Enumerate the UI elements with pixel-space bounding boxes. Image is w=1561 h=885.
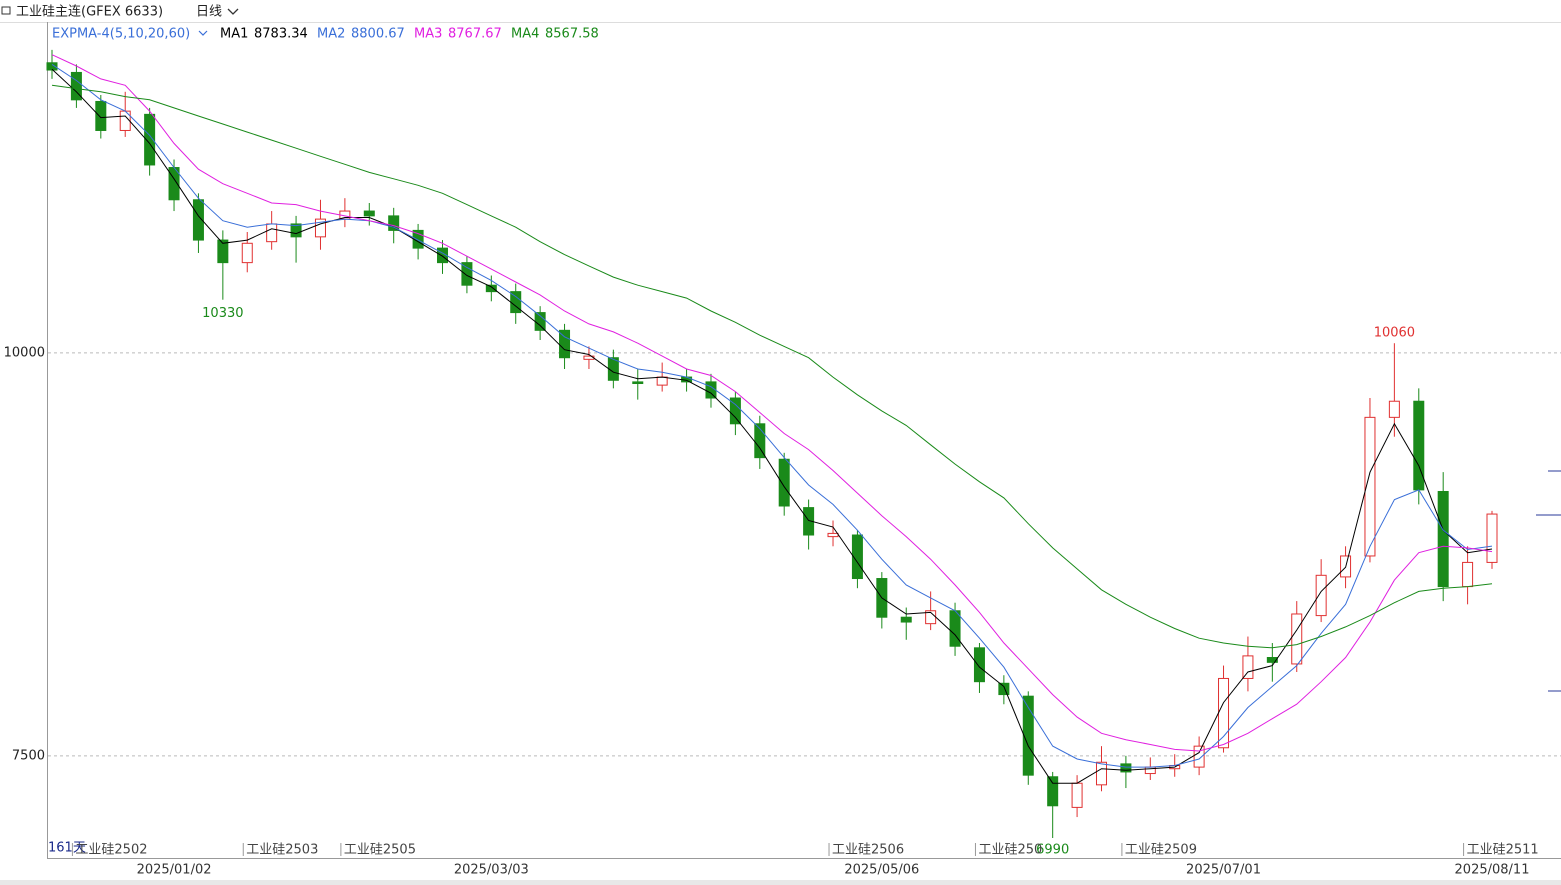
candle-body [851,534,863,580]
candle-body [1462,561,1474,588]
ma-line [51,63,1493,768]
legend-value: 8767.67 [448,27,502,42]
candle-body [70,71,82,101]
candle-body [998,682,1010,696]
x-tick-label: 2025/01/02 [137,863,212,878]
indicator-chevron[interactable] [198,30,208,36]
ma-line [51,84,1493,649]
candle-body [1047,776,1059,807]
candle-body [656,376,668,386]
price-annotation: 10330 [202,306,243,321]
candle-body [632,381,644,385]
candle-body [290,223,302,238]
candle-body [900,616,912,623]
window-icon [1,6,11,15]
contract-label: 工业硅250 [978,843,1042,858]
legend-name: MA1 [220,27,248,42]
candle-body [1315,574,1327,617]
candle-body [729,397,741,425]
candle-body [1193,745,1205,768]
x-tick-label: 2025/05/06 [844,863,919,878]
candle-body [437,247,449,264]
period-selector[interactable]: 日线 [196,5,222,20]
y-tick-label: 10000 [4,345,45,360]
legend-value: 8800.67 [351,27,405,42]
candle-body [1364,416,1376,557]
status-strip [0,880,1561,885]
legend-name: MA3 [414,27,442,42]
x-tick-label: 2025/08/11 [1455,863,1530,878]
candle-body [388,215,400,231]
candle-body [192,199,204,241]
candle-body [1413,400,1425,491]
candle-body [1266,657,1278,663]
candle-body [485,284,497,293]
x-tick-label: 2025/07/01 [1186,863,1261,878]
candle-body [241,242,253,264]
candle-body [266,223,278,243]
candle-body [559,329,571,359]
symbol-title: 工业硅主连(GFEX 6633) [16,4,163,20]
contract-label: 工业硅2502 [75,843,147,858]
candle-body [949,610,961,647]
contract-label: 工业硅2503 [246,843,318,858]
legend-value: 8783.34 [254,27,308,42]
candle-body [754,423,766,459]
candle-body [1095,761,1107,786]
contract-label: 工业硅2511 [1467,843,1539,858]
day-count: 161天 [48,841,86,856]
candle-body [705,381,717,399]
candle-body [1242,655,1254,679]
y-tick-label: 7500 [12,748,45,763]
candle-body [144,113,156,166]
candle-body [1291,613,1303,665]
period-chevron[interactable] [227,8,239,15]
candle-body [95,100,107,131]
candle-body [778,458,790,507]
candle-body [1022,695,1034,776]
indicator-name[interactable]: EXPMA-4(5,10,20,60) [52,27,190,42]
legend-value: 8567.58 [545,27,599,42]
candle-body [461,262,473,286]
candle-body [803,507,815,536]
ma-line [51,54,1493,752]
legend-name: MA2 [317,27,345,42]
candle-body [46,62,58,71]
candle-body [314,218,326,238]
candle-body [1486,513,1498,563]
contract-label: 工业硅2505 [344,843,416,858]
contract-label: 工业硅2506 [832,843,904,858]
price-annotation: 6990 [1036,843,1069,858]
legend-name: MA4 [511,27,539,42]
candle-body [1388,400,1400,418]
x-tick-label: 2025/03/03 [454,863,529,878]
candle-body [363,210,375,217]
candle-body [217,239,229,264]
price-annotation: 10060 [1374,326,1415,341]
contract-label: 工业硅2509 [1125,843,1197,858]
candle-body [1437,490,1449,588]
candle-body [827,532,839,538]
candle-body [1071,782,1083,808]
candle-body [1120,763,1132,773]
ma-line [51,68,1493,784]
candle-body [973,647,985,683]
candle-body [1218,677,1230,749]
